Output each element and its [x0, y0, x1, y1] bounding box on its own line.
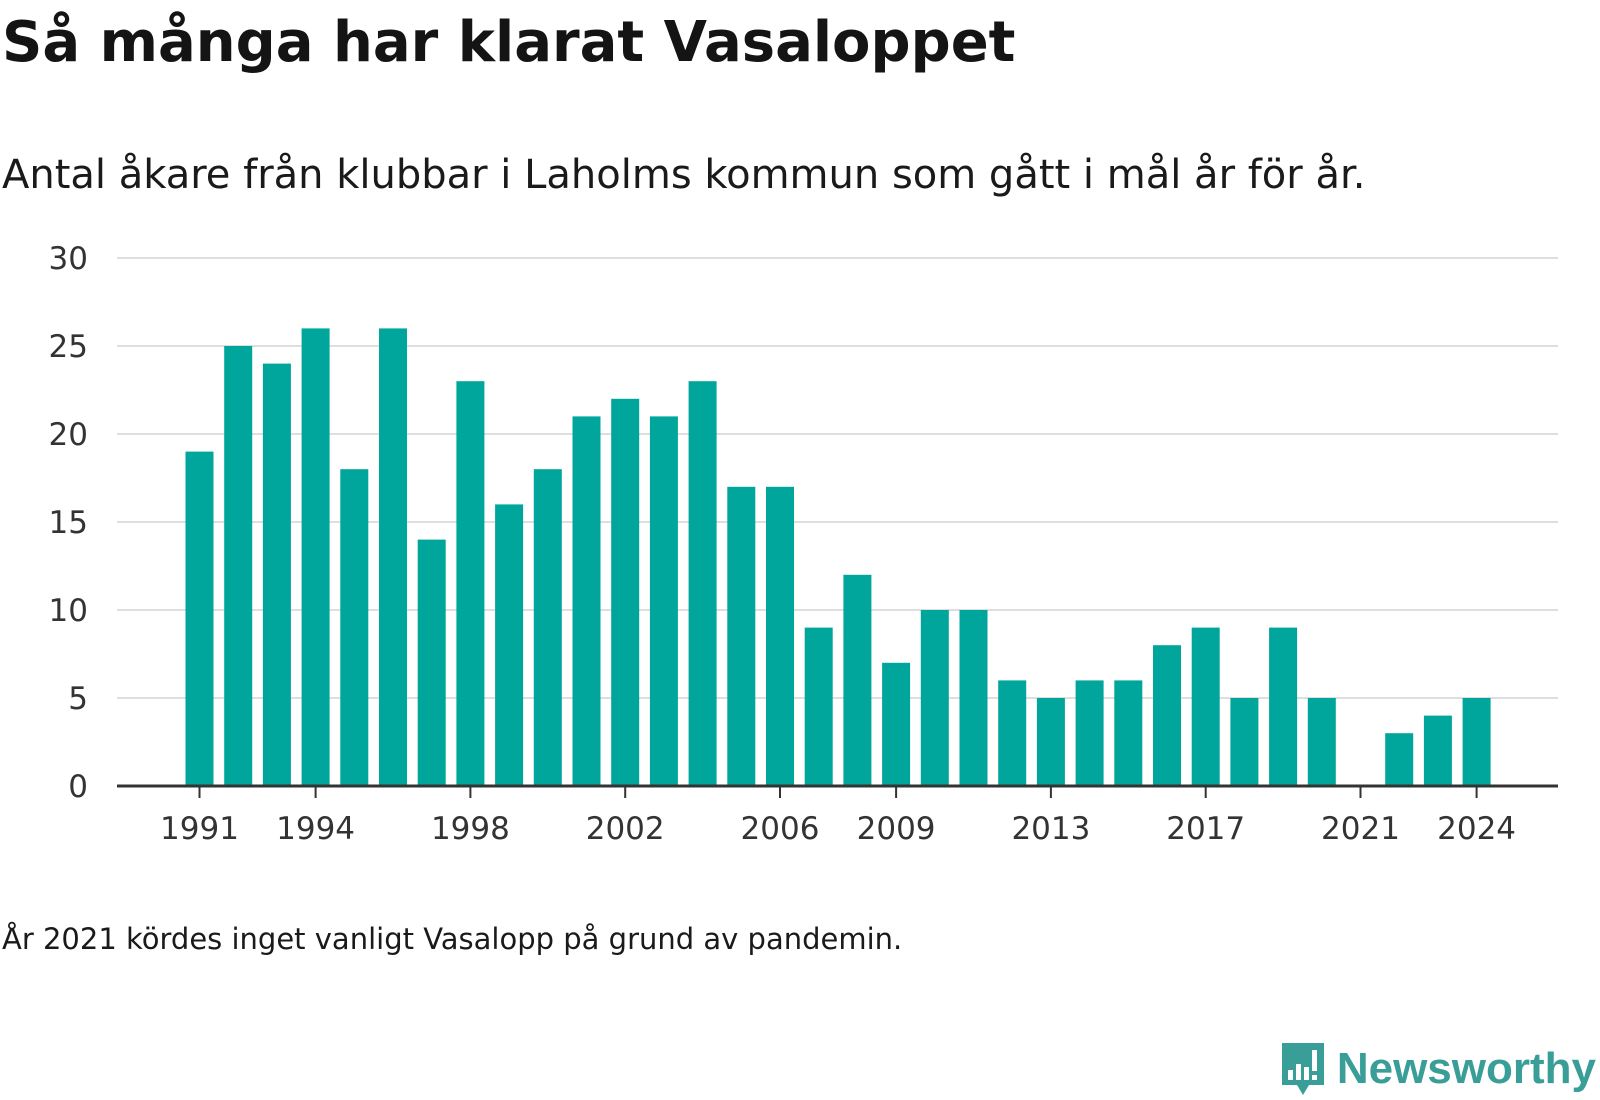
chart-subtitle: Antal åkare från klubbar i Laholms kommu… — [2, 152, 1366, 198]
bar-2022 — [1385, 733, 1414, 786]
newsworthy-logo: Newsworthy — [1279, 1040, 1596, 1098]
bar-2020 — [1307, 698, 1336, 786]
bar-1994 — [301, 328, 330, 786]
bar-2019 — [1269, 627, 1298, 786]
bar-2018 — [1230, 698, 1259, 786]
bar-2014 — [1075, 680, 1104, 786]
y-tick-label: 15 — [49, 505, 88, 541]
axes — [117, 784, 1558, 798]
bar-2023 — [1423, 715, 1452, 786]
y-tick-label: 25 — [49, 329, 88, 365]
bar-2024 — [1462, 698, 1491, 786]
y-tick-label: 5 — [68, 681, 88, 717]
x-tick-label: 2006 — [741, 811, 820, 847]
x-tick-label: 2009 — [857, 811, 936, 847]
x-tick-label: 2013 — [1011, 811, 1090, 847]
bar-2006 — [766, 486, 794, 786]
bar-2017 — [1191, 627, 1220, 786]
tick-labels: 0 5 10 15 20 25 30 1991 1994 1998 2002 2006 2009 2013… — [49, 241, 1517, 847]
x-tick-label: 2002 — [586, 811, 665, 847]
bar-2009 — [882, 662, 911, 786]
bar-2008 — [843, 574, 872, 786]
bars — [185, 328, 1491, 786]
y-tick-label: 10 — [49, 593, 88, 629]
bar-1993 — [262, 363, 291, 786]
x-tick-label: 1998 — [431, 811, 510, 847]
bar-2011 — [959, 610, 988, 786]
bar-2002 — [611, 398, 640, 786]
bar-2016 — [1153, 645, 1181, 786]
bar-1991 — [185, 451, 214, 786]
x-tick-label: 2024 — [1437, 811, 1516, 847]
x-tick-label: 2021 — [1321, 811, 1400, 847]
bar-chart: 0 5 10 15 20 25 30 1991 1994 1998 2002 2006 2009 2013… — [49, 241, 1558, 847]
bar-2013 — [1036, 698, 1065, 786]
y-tick-label: 0 — [68, 769, 88, 805]
grid-lines — [117, 257, 1558, 699]
brand-name: Newsworthy — [1336, 1044, 1596, 1093]
bar-chart-speech-bubble-icon — [1281, 1043, 1324, 1095]
bar-2004 — [688, 381, 717, 786]
bar-1996 — [379, 328, 407, 786]
footnote: År 2021 kördes inget vanligt Vasalopp på… — [2, 922, 903, 956]
bar-1997 — [417, 539, 446, 786]
bar-1998 — [456, 381, 485, 786]
y-tick-label: 30 — [49, 241, 88, 277]
y-tick-label: 20 — [49, 417, 88, 453]
bar-1995 — [340, 469, 369, 786]
x-tick-label: 2017 — [1166, 811, 1245, 847]
x-tick-label: 1994 — [276, 811, 355, 847]
bar-2012 — [998, 680, 1027, 786]
bar-2007 — [804, 627, 833, 786]
bar-1999 — [495, 504, 524, 786]
bar-1992 — [224, 346, 253, 786]
chart-title: Så många har klarat Vasaloppet — [2, 10, 1016, 75]
bar-2010 — [920, 610, 949, 786]
bar-2000 — [533, 469, 562, 786]
x-tick-label: 1991 — [160, 811, 239, 847]
bar-2015 — [1114, 680, 1143, 786]
bar-2001 — [572, 416, 601, 786]
bar-2003 — [649, 416, 678, 786]
bar-2005 — [727, 486, 756, 786]
